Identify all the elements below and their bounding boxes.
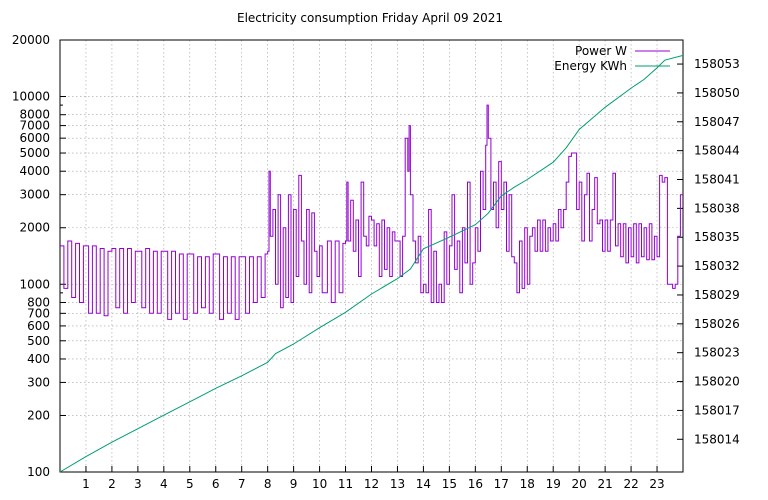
x-tick-label: 2 xyxy=(108,477,116,491)
y2-tick-label: 158035 xyxy=(694,230,740,244)
y2-tick-label: 158020 xyxy=(694,375,740,389)
y-tick-label: 300 xyxy=(27,375,50,389)
y-tick-label: 2000 xyxy=(19,221,50,235)
y-tick-label: 6000 xyxy=(19,131,50,145)
y-tick-label: 400 xyxy=(27,352,50,366)
y2-tick-label: 158038 xyxy=(694,201,740,215)
x-tick-label: 5 xyxy=(186,477,194,491)
x-tick-label: 23 xyxy=(649,477,664,491)
x-tick-label: 15 xyxy=(442,477,457,491)
x-tick-label: 8 xyxy=(264,477,272,491)
x-tick-label: 12 xyxy=(364,477,379,491)
y2-tick-label: 158053 xyxy=(694,57,740,71)
axes: 1 2 3 4 5 6 7 8 9 10 11 12 13 14 15 16 17 18 19 20 21 22 23100… xyxy=(12,33,740,491)
y-tick-label: 3000 xyxy=(19,188,50,202)
legend-power-label: Power W xyxy=(575,44,627,58)
y-tick-label: 7000 xyxy=(19,119,50,133)
x-tick-label: 9 xyxy=(290,477,298,491)
y-tick-label: 100 xyxy=(27,465,50,479)
y-tick-label: 500 xyxy=(27,334,50,348)
y2-tick-label: 158047 xyxy=(694,115,740,129)
x-tick-label: 14 xyxy=(416,477,431,491)
y-tick-label: 200 xyxy=(27,408,50,422)
y-tick-label: 4000 xyxy=(19,164,50,178)
y2-tick-label: 158032 xyxy=(694,259,740,273)
y-tick-label: 1000 xyxy=(19,277,50,291)
x-tick-label: 13 xyxy=(390,477,405,491)
y-tick-label: 600 xyxy=(27,319,50,333)
x-tick-label: 10 xyxy=(312,477,327,491)
x-tick-label: 21 xyxy=(597,477,612,491)
x-tick-label: 22 xyxy=(623,477,638,491)
legend: Power W Energy KWh xyxy=(554,44,670,73)
x-tick-label: 11 xyxy=(338,477,353,491)
x-tick-label: 7 xyxy=(238,477,246,491)
y2-tick-label: 158041 xyxy=(694,173,740,187)
x-tick-label: 16 xyxy=(468,477,483,491)
y-tick-label: 5000 xyxy=(19,146,50,160)
y2-tick-label: 158050 xyxy=(694,86,740,100)
x-tick-label: 3 xyxy=(134,477,142,491)
y-tick-label: 10000 xyxy=(12,90,50,104)
y-tick-label: 800 xyxy=(27,295,50,309)
y-tick-label: 20000 xyxy=(12,33,50,47)
y2-tick-label: 158017 xyxy=(694,403,740,417)
y2-tick-label: 158014 xyxy=(694,432,740,446)
x-tick-label: 18 xyxy=(520,477,535,491)
power-series-line xyxy=(60,104,683,320)
y-tick-label: 8000 xyxy=(19,108,50,122)
chart-title: Electricity consumption Friday April 09 … xyxy=(237,11,503,25)
x-tick-label: 6 xyxy=(212,477,220,491)
x-tick-label: 20 xyxy=(572,477,587,491)
energy-series-line xyxy=(59,54,684,473)
x-tick-label: 4 xyxy=(160,477,168,491)
series xyxy=(59,54,684,473)
plot-border xyxy=(59,39,684,473)
y2-tick-label: 158044 xyxy=(694,144,740,158)
y2-tick-label: 158026 xyxy=(694,317,740,331)
y2-tick-label: 158023 xyxy=(694,346,740,360)
y2-tick-label: 158029 xyxy=(694,288,740,302)
x-tick-label: 19 xyxy=(546,477,561,491)
legend-energy-label: Energy KWh xyxy=(554,59,627,73)
y-tick-label: 700 xyxy=(27,306,50,320)
x-tick-label: 17 xyxy=(494,477,509,491)
x-tick-label: 1 xyxy=(82,477,90,491)
